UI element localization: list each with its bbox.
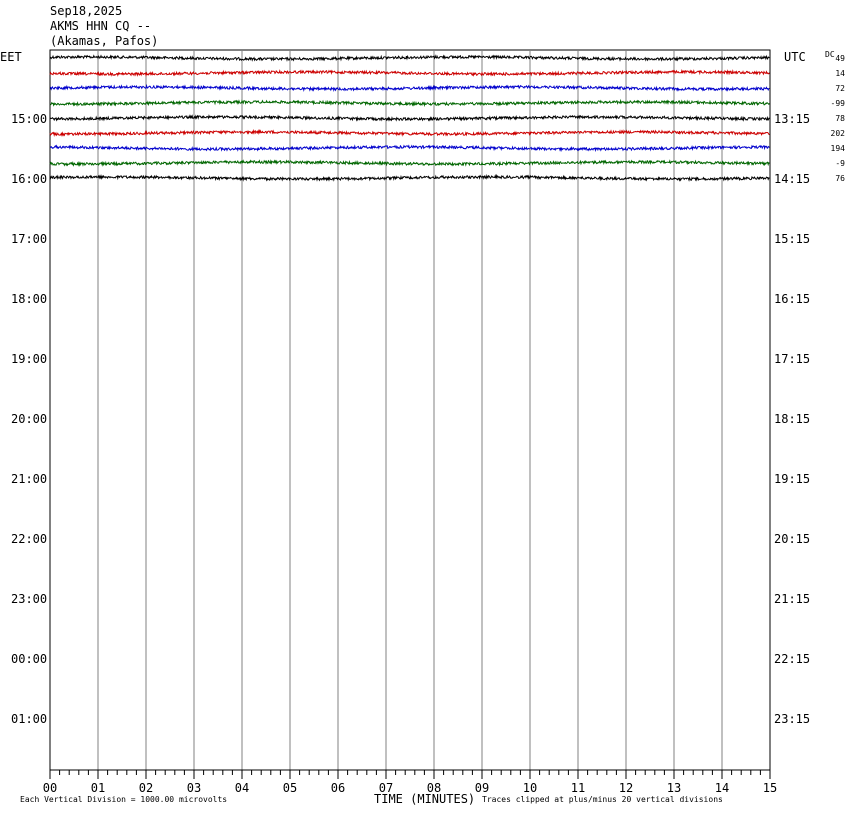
seismic-trace	[49, 98, 770, 108]
seismic-trace	[49, 68, 770, 78]
left-time-label: 20:00	[11, 412, 47, 426]
left-time-label: 22:00	[11, 532, 47, 546]
seismic-trace	[49, 173, 770, 182]
x-tick-label: 14	[715, 781, 729, 795]
x-tick-label: 02	[139, 781, 153, 795]
seismic-trace	[49, 84, 770, 93]
dc-offset-label: 78	[835, 114, 845, 123]
x-tick-label: 04	[235, 781, 249, 795]
grid-layer	[49, 49, 771, 779]
dc-offset-label: -9	[835, 159, 845, 168]
right-time-label: 18:15	[774, 412, 810, 426]
left-time-label: 18:00	[11, 292, 47, 306]
dc-offset-label: 72	[835, 84, 845, 93]
dc-offset-label: 76	[835, 174, 845, 183]
right-time-label: 17:15	[774, 352, 810, 366]
seismic-trace	[49, 159, 770, 167]
seismic-trace	[49, 144, 770, 153]
dc-offset-label: -99	[831, 99, 846, 108]
left-zone-label: EET	[0, 50, 22, 64]
left-time-label: 01:00	[11, 712, 47, 726]
dc-offset-label: 194	[831, 144, 846, 153]
left-time-label: 00:00	[11, 652, 47, 666]
x-axis-title: TIME (MINUTES)	[374, 792, 475, 806]
x-tick-label: 05	[283, 781, 297, 795]
x-tick-label: 10	[523, 781, 537, 795]
left-time-label: 23:00	[11, 592, 47, 606]
x-tick-label: 07	[379, 781, 393, 795]
scale-note: Each Vertical Division = 1000.00 microvo…	[20, 795, 228, 804]
label-layer: EET UTC DC TIME (MINUTES) 00 01 02 03 04 05 06…	[0, 50, 845, 806]
right-time-label: 23:15	[774, 712, 810, 726]
right-time-label: 20:15	[774, 532, 810, 546]
x-tick-label: 03	[187, 781, 201, 795]
right-time-label: 21:15	[774, 592, 810, 606]
left-time-label: 16:00	[11, 172, 47, 186]
right-time-label: 19:15	[774, 472, 810, 486]
plot-frame	[49, 49, 771, 771]
x-tick-label: 00	[43, 781, 57, 795]
seismic-trace	[49, 128, 770, 138]
left-time-label: 17:00	[11, 232, 47, 246]
dc-label: DC	[825, 50, 835, 59]
left-time-label: 21:00	[11, 472, 47, 486]
x-tick-label: 08	[427, 781, 441, 795]
header-date: Sep18,2025	[50, 4, 123, 18]
x-tick-label: 13	[667, 781, 681, 795]
clip-note: Traces clipped at plus/minus 20 vertical…	[482, 795, 723, 804]
dc-offset-label: 49	[835, 54, 845, 63]
header-location: (Akamas, Pafos)	[50, 34, 159, 48]
left-time-label: 15:00	[11, 112, 47, 126]
x-tick-label: 12	[619, 781, 633, 795]
dc-offset-label: 202	[831, 129, 846, 138]
left-time-label: 19:00	[11, 352, 47, 366]
x-tick-label: 01	[91, 781, 105, 795]
x-tick-label: 06	[331, 781, 345, 795]
right-time-label: 13:15	[774, 112, 810, 126]
seismic-trace	[49, 54, 770, 62]
trace-layer	[49, 54, 770, 182]
right-time-label: 22:15	[774, 652, 810, 666]
right-time-label: 14:15	[774, 172, 810, 186]
seismic-trace	[49, 114, 770, 122]
right-time-label: 15:15	[774, 232, 810, 246]
x-tick-label: 15	[763, 781, 777, 795]
right-zone-label: UTC	[784, 50, 806, 64]
header-station: AKMS HHN CQ --	[50, 19, 152, 33]
dc-offset-label: 14	[835, 69, 845, 78]
x-tick-label: 11	[571, 781, 585, 795]
x-tick-label: 09	[475, 781, 489, 795]
right-time-label: 16:15	[774, 292, 810, 306]
